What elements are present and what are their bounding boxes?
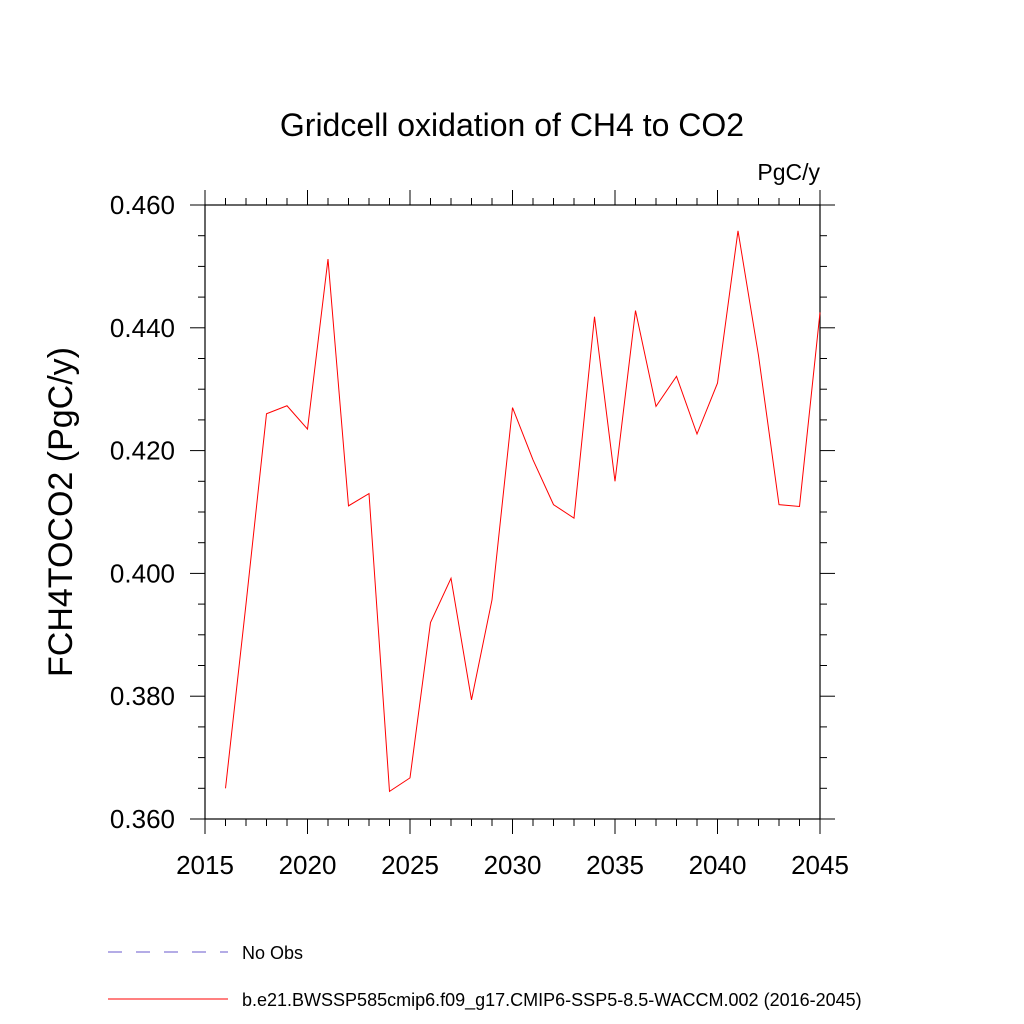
- x-tick-label: 2020: [279, 850, 337, 880]
- y-tick-label: 0.440: [110, 313, 175, 343]
- y-tick-label: 0.460: [110, 190, 175, 220]
- units-label: PgC/y: [757, 159, 820, 185]
- x-tick-label: 2030: [484, 850, 542, 880]
- series-line-0: [225, 230, 821, 793]
- legend-label-no-obs: No Obs: [242, 943, 303, 963]
- x-tick-label: 2035: [586, 850, 644, 880]
- x-tick-label: 2025: [381, 850, 439, 880]
- plot-frame: [204, 204, 821, 820]
- y-tick-label: 0.420: [110, 436, 175, 466]
- x-tick-label: 2045: [791, 850, 849, 880]
- x-tick-label: 2015: [176, 850, 234, 880]
- y-tick-label: 0.380: [110, 681, 175, 711]
- x-tick-label: 2040: [689, 850, 747, 880]
- y-tick-label: 0.360: [110, 804, 175, 834]
- chart-title: Gridcell oxidation of CH4 to CO2: [280, 107, 744, 143]
- legend-label-model: b.e21.BWSSP585cmip6.f09_g17.CMIP6-SSP5-8…: [242, 990, 862, 1011]
- y-tick-label: 0.400: [110, 558, 175, 588]
- y-axis-label: FCH4TOCO2 (PgC/y): [42, 347, 80, 677]
